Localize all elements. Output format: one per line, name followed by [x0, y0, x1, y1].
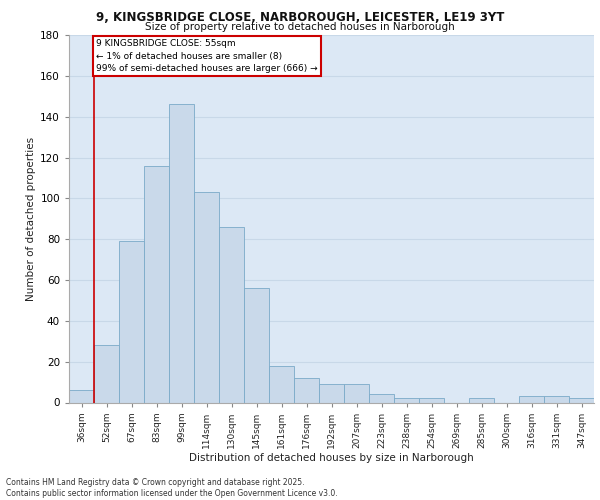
Text: 9, KINGSBRIDGE CLOSE, NARBOROUGH, LEICESTER, LE19 3YT: 9, KINGSBRIDGE CLOSE, NARBOROUGH, LEICES…: [96, 11, 504, 24]
Text: 9 KINGSBRIDGE CLOSE: 55sqm
← 1% of detached houses are smaller (8)
99% of semi-d: 9 KINGSBRIDGE CLOSE: 55sqm ← 1% of detac…: [97, 39, 318, 73]
Bar: [169, 104, 194, 403]
Bar: [119, 241, 144, 402]
Bar: [219, 227, 244, 402]
Bar: [319, 384, 344, 402]
Bar: [569, 398, 594, 402]
Bar: [469, 398, 494, 402]
Bar: [144, 166, 169, 402]
Bar: [94, 346, 119, 403]
Bar: [244, 288, 269, 403]
Bar: [294, 378, 319, 402]
X-axis label: Distribution of detached houses by size in Narborough: Distribution of detached houses by size …: [189, 454, 474, 464]
Bar: [344, 384, 369, 402]
Bar: [544, 396, 569, 402]
Bar: [519, 396, 544, 402]
Bar: [194, 192, 219, 402]
Y-axis label: Number of detached properties: Number of detached properties: [26, 136, 36, 301]
Bar: [394, 398, 419, 402]
Bar: [419, 398, 444, 402]
Text: Contains HM Land Registry data © Crown copyright and database right 2025.
Contai: Contains HM Land Registry data © Crown c…: [6, 478, 338, 498]
Bar: [369, 394, 394, 402]
Bar: [269, 366, 294, 403]
Bar: [69, 390, 94, 402]
Text: Size of property relative to detached houses in Narborough: Size of property relative to detached ho…: [145, 22, 455, 32]
